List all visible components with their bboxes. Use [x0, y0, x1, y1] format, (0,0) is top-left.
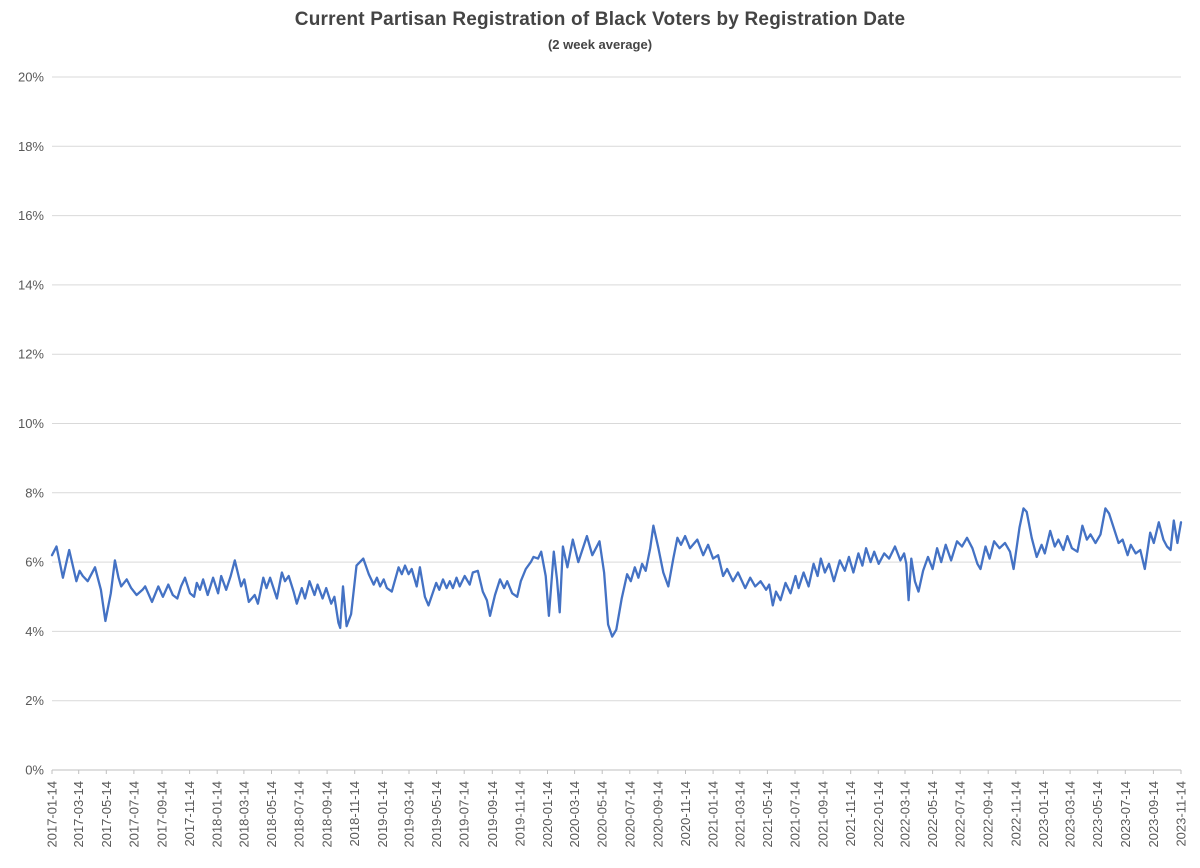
x-axis-label: 2023-09-14	[1146, 781, 1161, 848]
x-axis-label: 2017-05-14	[99, 781, 114, 848]
x-axis-label: 2018-11-14	[347, 781, 362, 847]
chart-subtitle: (2 week average)	[547, 37, 653, 52]
x-axis-label: 2021-09-14	[816, 781, 831, 848]
x-axis-label: 2020-11-14	[678, 781, 693, 847]
x-axis-label: 2023-11-14	[1174, 781, 1189, 847]
x-axis-label: 2023-05-14	[1090, 781, 1105, 848]
x-axis-label: 2017-09-14	[155, 781, 170, 848]
y-axis-label: 8%	[25, 485, 44, 500]
x-axis-label: 2019-07-14	[457, 781, 472, 848]
x-axis-label: 2019-09-14	[485, 781, 500, 848]
x-axis-label: 2020-07-14	[622, 781, 637, 848]
y-axis-label: 2%	[25, 693, 44, 708]
x-axis-label: 2018-05-14	[264, 781, 279, 848]
y-axis-label: 10%	[18, 416, 44, 431]
x-axis-label: 2021-07-14	[788, 781, 803, 848]
x-axis-label: 2018-09-14	[320, 781, 335, 848]
x-axis-label: 2020-05-14	[595, 781, 610, 848]
y-axis-label: 14%	[18, 277, 44, 292]
x-axis-label: 2017-07-14	[126, 781, 141, 848]
y-axis-label: 6%	[25, 555, 44, 570]
x-axis-label: 2023-01-14	[1036, 781, 1051, 848]
x-axis-label: 2020-03-14	[567, 781, 582, 848]
y-axis-label: 20%	[18, 70, 44, 85]
x-axis-label: 2022-05-14	[925, 781, 940, 848]
y-axis-label: 16%	[18, 208, 44, 223]
x-axis-label: 2022-09-14	[981, 781, 996, 848]
x-axis-label: 2017-03-14	[71, 781, 86, 848]
x-axis-label: 2020-09-14	[650, 781, 665, 848]
chart-title: Current Partisan Registration of Black V…	[294, 9, 906, 30]
x-axis-label: 2021-03-14	[732, 781, 747, 848]
x-axis-label: 2022-11-14	[1008, 781, 1023, 847]
x-axis-label: 2021-11-14	[843, 781, 858, 847]
x-axis-label: 2019-03-14	[402, 781, 417, 848]
x-axis-label: 2023-07-14	[1118, 781, 1133, 848]
y-axis-label: 18%	[18, 139, 44, 154]
x-axis-label: 2022-07-14	[953, 781, 968, 848]
x-axis-label: 2018-07-14	[292, 781, 307, 848]
data-line	[50, 507, 1183, 638]
x-axis-label: 2023-03-14	[1063, 781, 1078, 848]
y-axis-label: 0%	[25, 763, 44, 778]
x-axis-label: 2019-11-14	[512, 781, 527, 847]
y-axis-label: 12%	[18, 347, 44, 362]
y-axis-label: 4%	[25, 624, 44, 639]
x-axis-label: 2022-01-14	[871, 781, 886, 848]
x-axis-label: 2020-01-14	[540, 781, 555, 848]
x-axis-label: 2022-03-14	[898, 781, 913, 848]
x-axis-label: 2019-05-14	[429, 781, 444, 848]
x-axis-label: 2021-05-14	[760, 781, 775, 848]
x-axis-label: 2017-11-14	[182, 781, 197, 847]
x-axis-label: 2021-01-14	[706, 781, 721, 848]
x-axis-label: 2018-01-14	[210, 781, 225, 848]
x-axis-label: 2018-03-14	[236, 781, 251, 848]
x-axis-label: 2017-01-14	[45, 781, 60, 848]
x-axis-label: 2019-01-14	[375, 781, 390, 848]
